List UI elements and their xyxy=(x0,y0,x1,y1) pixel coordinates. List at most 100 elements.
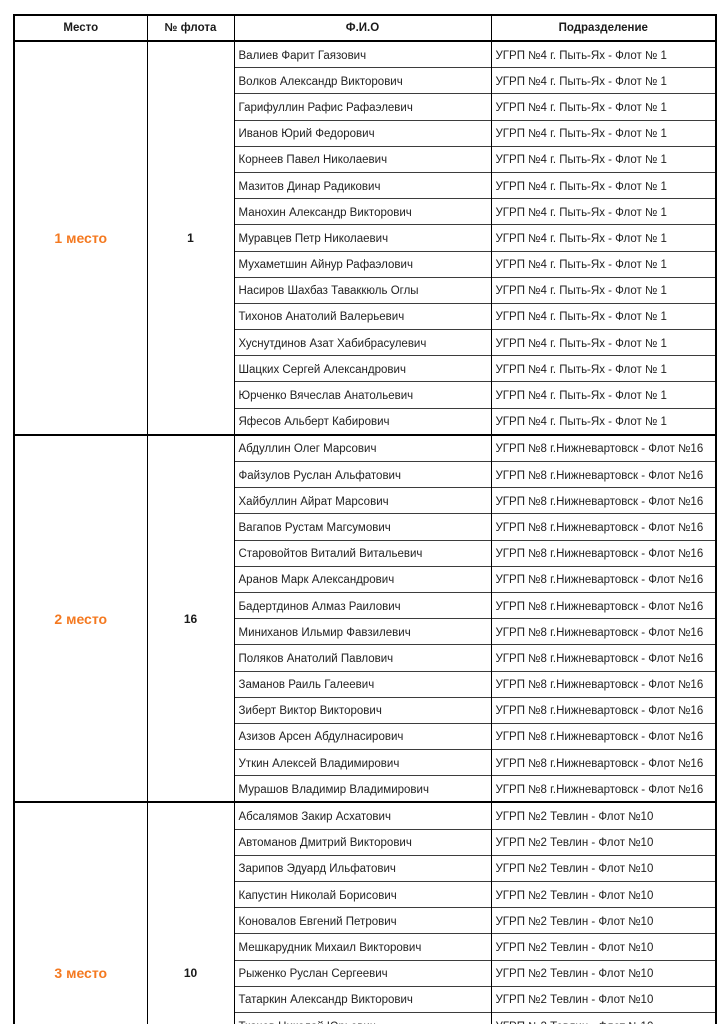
table-row: Капустин Николай Борисович УГРП №2 Тевлин… xyxy=(14,880,717,908)
fio-cell: Мазитов Динар Радикович xyxy=(233,171,492,199)
table-row: Гарифуллин Рафис Рафаэлевич УГРП №4 г. Пы… xyxy=(14,93,717,121)
fio-cell: Рыженко Руслан Сергеевич xyxy=(233,959,492,987)
fio-cell: Яфесов Альберт Кабирович xyxy=(233,407,492,435)
table-row: Вагапов Рустам Магсумович УГРП №8 г.Нижне… xyxy=(14,513,717,541)
division-cell: УГРП №4 г. Пыть-Ях - Флот № 1 xyxy=(490,171,717,199)
place-cell: 1 место xyxy=(13,40,148,435)
fio-cell: Хайбуллин Айрат Марсович xyxy=(233,487,492,514)
division-cell: УГРП №8 г.Нижневартовск - Флот №16 xyxy=(490,644,717,671)
place-cell: 3 место xyxy=(13,801,148,1024)
division-cell: УГРП №4 г. Пыть-Ях - Флот № 1 xyxy=(490,40,717,68)
table-row: Заманов Раиль Галеевич УГРП №8 г.Нижневар… xyxy=(14,670,717,698)
division-cell: УГРП №4 г. Пыть-Ях - Флот № 1 xyxy=(490,119,717,147)
fio-cell: Корнеев Павел Николаевич xyxy=(233,145,492,173)
table-row: Хайбуллин Айрат Марсович УГРП №8 г.Нижнев… xyxy=(14,487,717,514)
fio-cell: Гарифуллин Рафис Рафаэлевич xyxy=(233,93,492,121)
table-row: 2 место 16 Абдуллин Олег Марсович УГРП №8 г… xyxy=(13,433,717,803)
fio-cell: Миниханов Ильмир Фавзилевич xyxy=(233,618,492,645)
table-row: Шацких Сергей Александрович УГРП №4 г. Пы… xyxy=(14,355,717,382)
division-cell: УГРП №4 г. Пыть-Ях - Флот № 1 xyxy=(490,302,717,330)
table-row: Миниханов Ильмир Фавзилевич УГРП №8 г.Ниж… xyxy=(14,618,717,645)
table-row: Ткачев Николай ЮрьевичУГРП №2 Тевлин - Ф… xyxy=(14,1011,717,1024)
fio-cell: Абсалямов Закир Асхатович xyxy=(233,801,492,830)
fio-cell: Шацких Сергей Александрович xyxy=(233,355,492,382)
division-cell: УГРП №8 г.Нижневартовск - Флот №16 xyxy=(490,722,717,750)
header-division: Подразделение xyxy=(490,15,717,42)
table-body: 1 место 1 Валиев Фарит Гаязович УГРП №4 г. … xyxy=(13,40,717,1024)
table-row: Тихонов Анатолий Валерьевич УГРП №4 г. Пы… xyxy=(14,302,717,330)
fio-cell: Муравцев Петр Николаевич xyxy=(233,224,492,251)
fio-cell: Уткин Алексей Владимирович xyxy=(233,749,492,776)
fio-cell: Коновалов Евгений Петрович xyxy=(233,907,492,934)
division-cell: УГРП №8 г.Нижневартовск - Флот №16 xyxy=(490,749,717,776)
table-row: Бадертдинов Алмаз Раилович УГРП №8 г.Нижн… xyxy=(14,591,717,619)
division-cell: УГРП №4 г. Пыть-Ях - Флот № 1 xyxy=(490,381,717,409)
fio-cell: Мухаметшин Айнур Рафаэлович xyxy=(233,250,492,278)
fio-cell: Зиберт Виктор Викторович xyxy=(233,696,492,724)
table-row: Корнеев Павел Николаевич УГРП №4 г. Пыть-… xyxy=(14,145,717,173)
table-row: Манохин Александр Викторович УГРП №4 г. П… xyxy=(14,198,717,225)
table-row: Хуснутдинов Азат Хабибрасулевич УГРП №4 г… xyxy=(14,329,717,356)
fio-cell: Аранов Марк Александрович xyxy=(233,565,492,593)
header-place: Место xyxy=(13,15,148,42)
division-cell: УГРП №8 г.Нижневартовск - Флот №16 xyxy=(490,618,717,645)
table-row: Юрченко Вячеслав Анатольевич УГРП №4 г. П… xyxy=(14,381,717,409)
fleet-number-cell: 16 xyxy=(146,433,235,803)
fio-cell: Поляков Анатолий Павлович xyxy=(233,644,492,671)
fio-cell: Хуснутдинов Азат Хабибрасулевич xyxy=(233,329,492,356)
header-row: Место № флота Ф.И.О Подразделение xyxy=(13,15,717,42)
table-row: Насиров Шахбаз Таваккюль Оглы УГРП №4 г. … xyxy=(14,276,717,304)
table-row: Зарипов Эдуард Ильфатович УГРП №2 Тевлин … xyxy=(14,854,717,882)
table-row: Зиберт Виктор Викторович УГРП №8 г.Нижнев… xyxy=(14,696,717,724)
table-row: Поляков Анатолий Павлович УГРП №8 г.Нижне… xyxy=(14,644,717,671)
place-cell: 2 место xyxy=(13,433,148,803)
division-cell: УГРП №2 Тевлин - Флот №10 xyxy=(490,1011,717,1024)
fio-cell: Зарипов Эдуард Ильфатович xyxy=(233,854,492,882)
division-cell: УГРП №8 г.Нижневартовск - Флот №16 xyxy=(490,775,717,803)
division-cell: УГРП №4 г. Пыть-Ях - Флот № 1 xyxy=(490,93,717,121)
fio-cell: Азизов Арсен Абдулнасирович xyxy=(233,722,492,750)
division-cell: УГРП №4 г. Пыть-Ях - Флот № 1 xyxy=(490,407,717,435)
division-cell: УГРП №2 Тевлин - Флот №10 xyxy=(490,933,717,961)
fio-cell: Капустин Николай Борисович xyxy=(233,880,492,908)
table-row: Азизов Арсен Абдулнасирович УГРП №8 г.Ниж… xyxy=(14,722,717,750)
table-row: Файзулов Руслан Альфатович УГРП №8 г.Нижн… xyxy=(14,460,717,488)
division-cell: УГРП №2 Тевлин - Флот №10 xyxy=(490,985,717,1013)
fio-cell: Насиров Шахбаз Таваккюль Оглы xyxy=(233,276,492,304)
table-header: Место № флота Ф.И.О Подразделение xyxy=(13,15,717,42)
division-cell: УГРП №4 г. Пыть-Ях - Флот № 1 xyxy=(490,224,717,251)
table-row: Муравцев Петр Николаевич УГРП №4 г. Пыть-… xyxy=(14,224,717,251)
table-row: Старовойтов Виталий Витальевич УГРП №8 г.… xyxy=(14,539,717,567)
table-row: Аранов Марк Александрович УГРП №8 г.Нижне… xyxy=(14,565,717,593)
fio-cell: Вагапов Рустам Магсумович xyxy=(233,513,492,541)
table-row: Мазитов Динар Радикович УГРП №4 г. Пыть-Я… xyxy=(14,171,717,199)
fio-cell: Старовойтов Виталий Витальевич xyxy=(233,539,492,567)
fio-cell: Автоманов Дмитрий Викторович xyxy=(233,828,492,856)
table-row: Мухаметшин Айнур Рафаэлович УГРП №4 г. Пы… xyxy=(14,250,717,278)
table-row: Волков Александр Викторович УГРП №4 г. Пы… xyxy=(14,67,717,94)
division-cell: УГРП №2 Тевлин - Флот №10 xyxy=(490,907,717,934)
division-cell: УГРП №2 Тевлин - Флот №10 xyxy=(490,801,717,830)
table-row: Уткин Алексей Владимирович УГРП №8 г.Нижн… xyxy=(14,749,717,776)
fio-cell: Валиев Фарит Гаязович xyxy=(233,40,492,68)
table-row: Рыженко Руслан Сергеевич УГРП №2 Тевлин -… xyxy=(14,959,717,987)
fio-cell: Манохин Александр Викторович xyxy=(233,198,492,225)
division-cell: УГРП №4 г. Пыть-Ях - Флот № 1 xyxy=(490,67,717,94)
division-cell: УГРП №8 г.Нижневартовск - Флот №16 xyxy=(490,539,717,567)
table-row: 3 место 10 Абсалямов Закир Асхатович УГРП №… xyxy=(13,801,717,1024)
fio-cell: Мешкарудник Михаил Викторович xyxy=(233,933,492,961)
header-name: Ф.И.О xyxy=(233,15,492,42)
division-cell: УГРП №2 Тевлин - Флот №10 xyxy=(490,828,717,856)
division-cell: УГРП №4 г. Пыть-Ях - Флот № 1 xyxy=(490,145,717,173)
fleet-number-cell: 1 xyxy=(146,40,235,435)
division-cell: УГРП №8 г.Нижневартовск - Флот №16 xyxy=(490,565,717,593)
division-cell: УГРП №8 г.Нижневартовск - Флот №16 xyxy=(490,591,717,619)
table-row: Иванов Юрий Федорович УГРП №4 г. Пыть-Ях … xyxy=(14,119,717,147)
fio-cell: Мурашов Владимир Владимирович xyxy=(233,775,492,803)
fio-cell: Татаркин Александр Викторович xyxy=(233,985,492,1013)
fio-cell: Волков Александр Викторович xyxy=(233,67,492,94)
division-cell: УГРП №8 г.Нижневартовск - Флот №16 xyxy=(490,487,717,514)
division-cell: УГРП №2 Тевлин - Флот №10 xyxy=(490,880,717,908)
table-row: Мешкарудник Михаил Викторович УГРП №2 Тев… xyxy=(14,933,717,961)
